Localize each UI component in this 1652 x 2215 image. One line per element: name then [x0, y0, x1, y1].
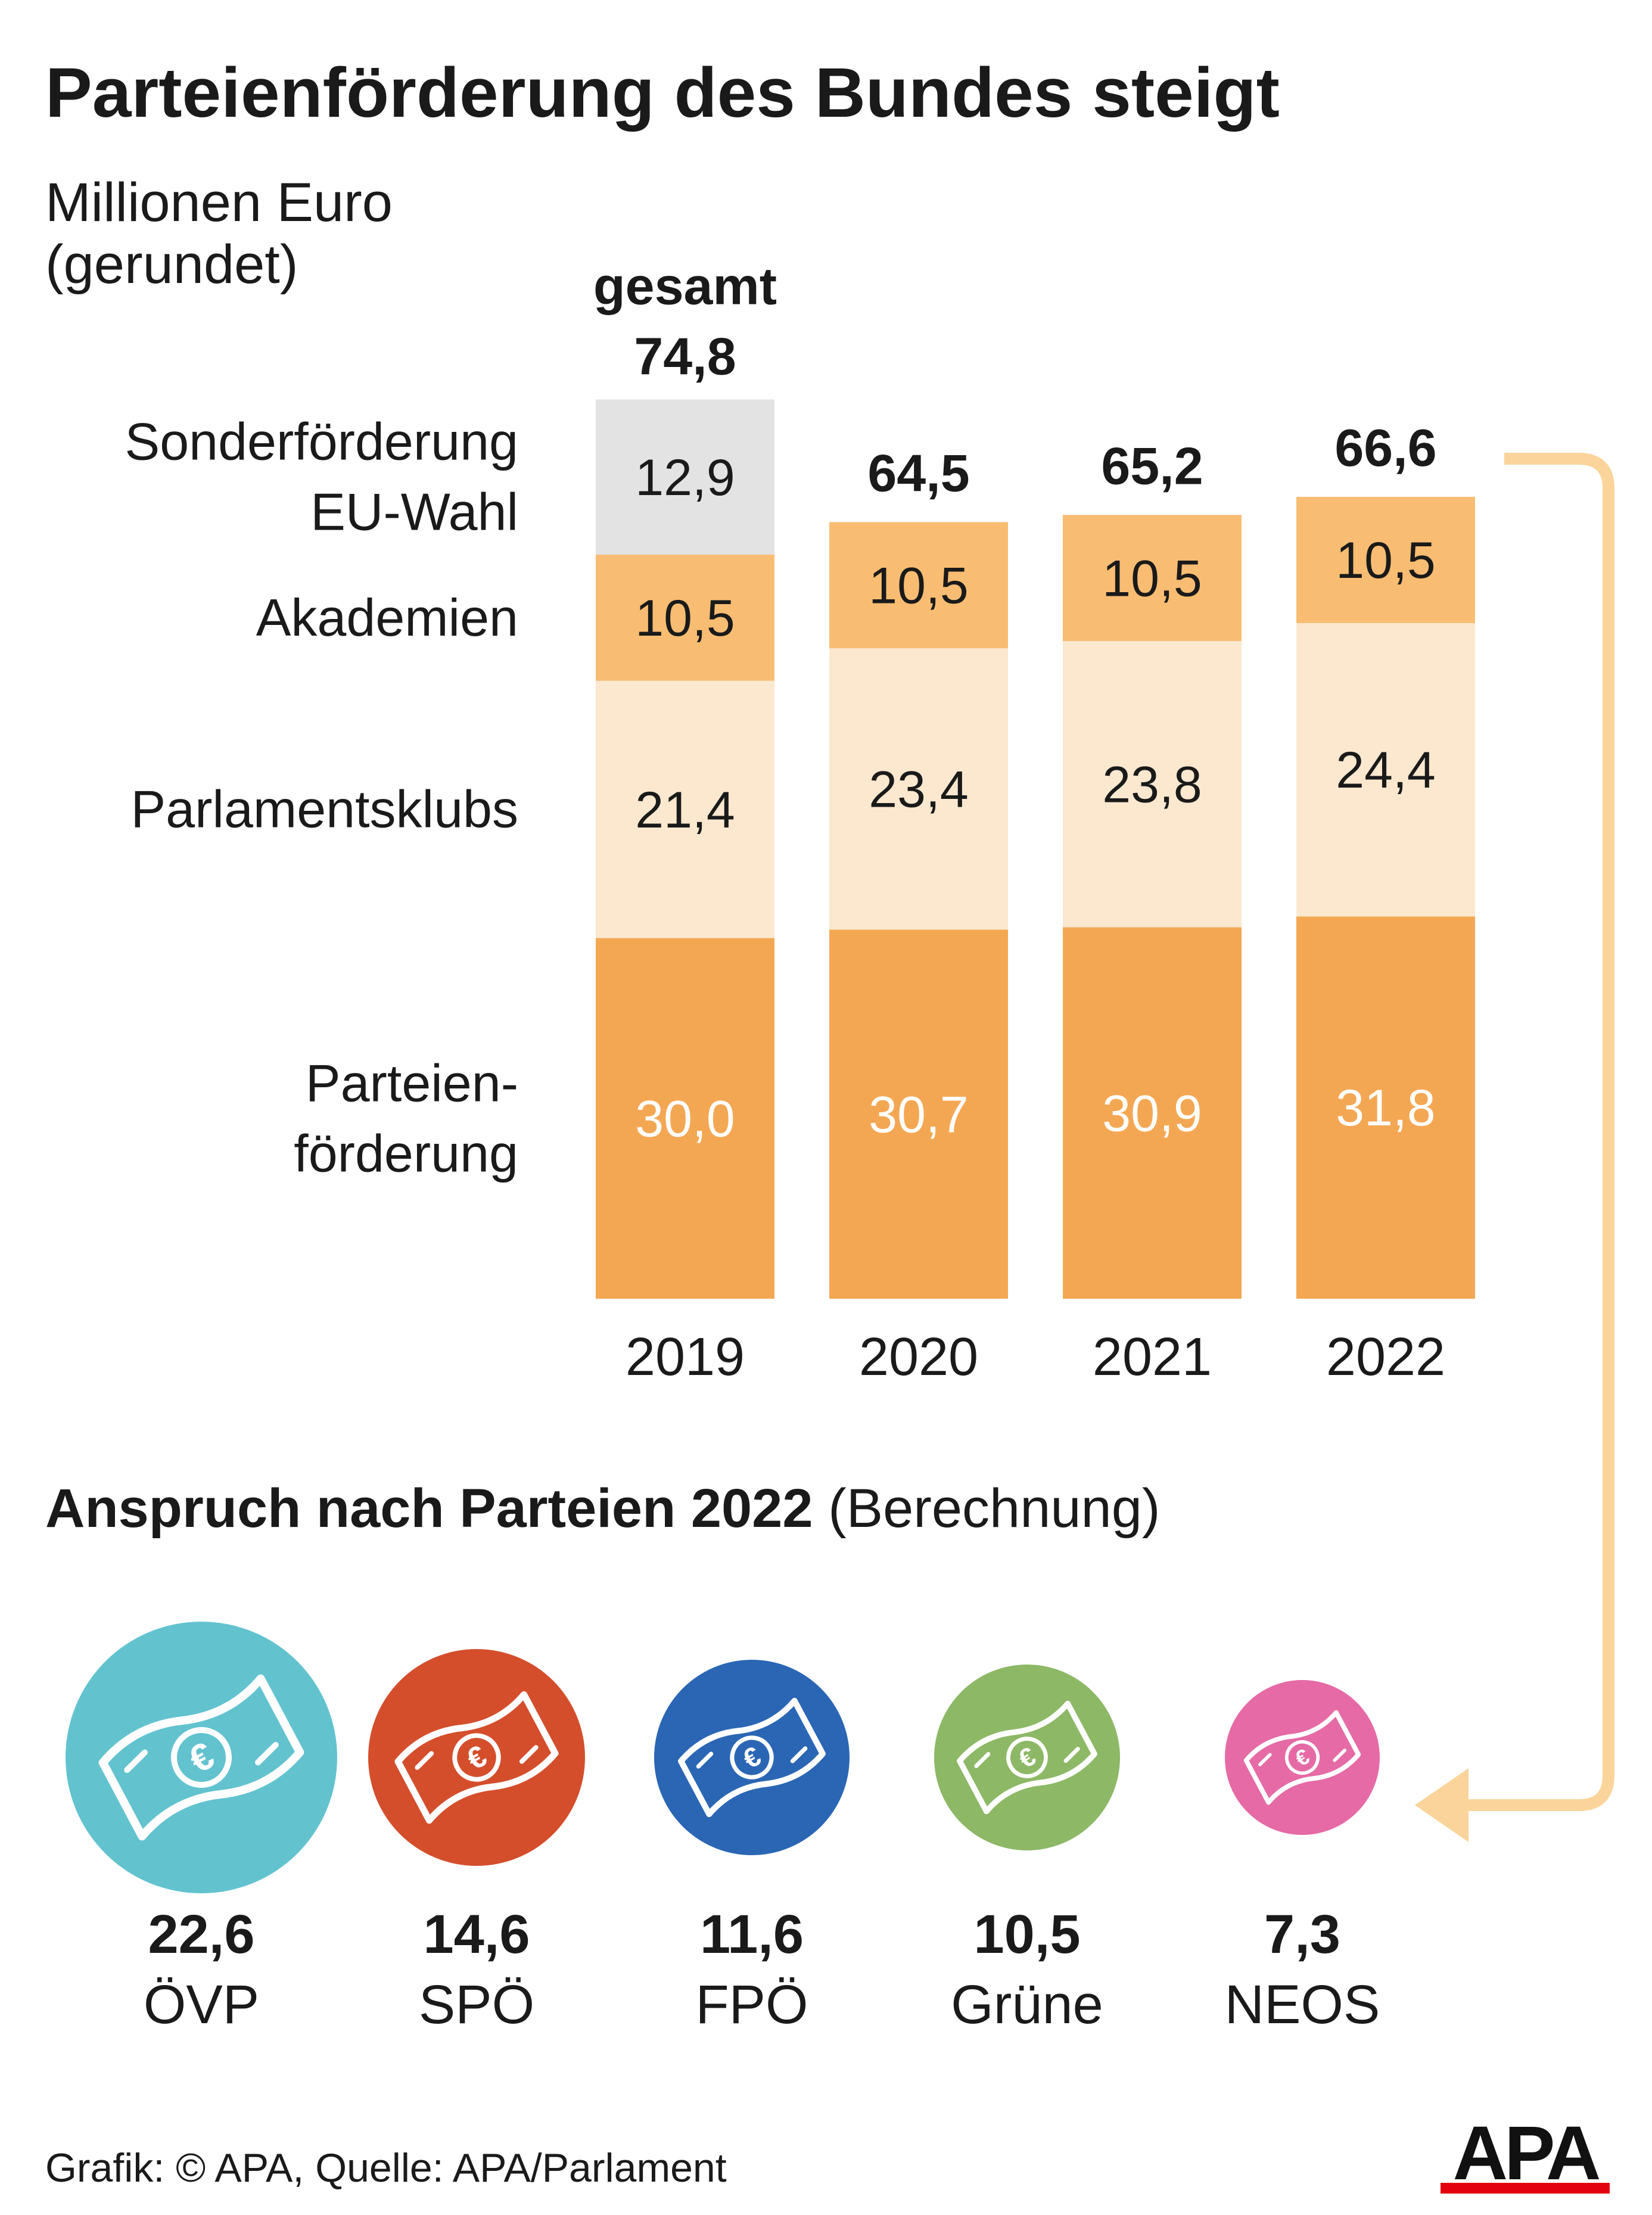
bar-segment-2019-2: [596, 554, 774, 681]
data-label-2020-2: 10,5: [869, 557, 968, 614]
x-tick-label-2022: 2022: [1326, 1327, 1445, 1387]
apa-logo: APA: [1436, 2109, 1614, 2204]
legend-label-1-0: Parlamentsklubs: [130, 780, 518, 839]
bar-segment-2019-0: [596, 938, 774, 1299]
data-label-2020-1: 23,4: [869, 761, 968, 818]
legend-label-0-1: förderung: [294, 1124, 518, 1183]
unit-label: Millionen Euro: [45, 172, 393, 233]
legend-label-2-0: Akademien: [256, 588, 518, 647]
data-label-2021-0: 30,9: [1102, 1085, 1202, 1142]
party-name-NEOS: NEOS: [1225, 1974, 1380, 2035]
chart-title: Parteienförderung des Bundes steigt: [45, 54, 1280, 132]
chart-subtitle: Millionen Euro (gerundet): [45, 172, 393, 295]
party-name-ÖVP: ÖVP: [144, 1974, 259, 2035]
x-tick-label-2021: 2021: [1093, 1327, 1212, 1387]
data-label-2019-1: 21,4: [635, 782, 735, 839]
party-name-Grüne: Grüne: [951, 1974, 1103, 2035]
connector-arrowhead: [1415, 1768, 1469, 1842]
total-label-2019: 74,8: [634, 327, 736, 386]
bar-segment-2021-0: [1063, 927, 1242, 1299]
total-label-2020: 64,5: [867, 443, 969, 502]
party-value-ÖVP: 22,6: [148, 1904, 254, 1965]
data-label-2019-3: 12,9: [635, 449, 735, 506]
bar-segment-2020-0: [829, 929, 1008, 1299]
data-label-2020-0: 30,7: [869, 1086, 968, 1143]
total-label-2022: 66,6: [1334, 418, 1436, 477]
legend-label-3-1: EU-Wahl: [310, 483, 518, 542]
connector-line: [1460, 453, 1614, 1811]
party-value-Grüne: 10,5: [973, 1904, 1080, 1965]
total-prefix-label: gesamt: [593, 257, 777, 316]
total-label-2021: 65,2: [1101, 436, 1203, 495]
svg-text:APA: APA: [1453, 2111, 1600, 2196]
bar-segment-2019-1: [596, 680, 774, 938]
data-label-2021-1: 23,8: [1102, 756, 1202, 813]
party-value-NEOS: 7,3: [1264, 1904, 1340, 1965]
data-label-2021-2: 10,5: [1102, 550, 1202, 607]
bar-segment-2022-1: [1296, 623, 1475, 917]
legend-label-0-0: Parteien-: [306, 1053, 518, 1112]
parties-title: Anspruch nach Parteien 2022: [45, 1478, 813, 1539]
parties-section-title: Anspruch nach Parteien 2022 (Berechnung): [45, 1477, 1161, 1540]
bar-segment-2022-0: [1296, 916, 1475, 1299]
party-value-SPÖ: 14,6: [423, 1904, 530, 1965]
x-tick-label-2019: 2019: [626, 1327, 745, 1387]
party-name-FPÖ: FPÖ: [695, 1974, 808, 2035]
bar-segment-2022-2: [1296, 496, 1475, 623]
source-note: Grafik: © APA, Quelle: APA/Parlament: [45, 2145, 727, 2191]
legend-label-3-0: Sonderförderung: [125, 412, 518, 471]
rounding-note: (gerundet): [45, 234, 298, 295]
data-label-2019-2: 10,5: [635, 590, 735, 647]
x-tick-label-2020: 2020: [859, 1327, 978, 1387]
parties-subtitle: (Berechnung): [828, 1478, 1161, 1539]
bar-segment-2020-2: [829, 522, 1008, 649]
data-label-2022-2: 10,5: [1336, 532, 1435, 589]
bar-segment-2021-1: [1063, 641, 1242, 928]
data-label-2019-0: 30,0: [635, 1090, 735, 1147]
party-value-FPÖ: 11,6: [700, 1904, 804, 1965]
data-label-2022-1: 24,4: [1336, 742, 1435, 799]
bar-segment-2021-2: [1063, 515, 1242, 642]
bar-segment-2020-1: [829, 648, 1008, 930]
bar-segment-2019-3: [596, 399, 774, 555]
data-label-2022-0: 31,8: [1336, 1079, 1435, 1137]
party-name-SPÖ: SPÖ: [419, 1974, 534, 2035]
